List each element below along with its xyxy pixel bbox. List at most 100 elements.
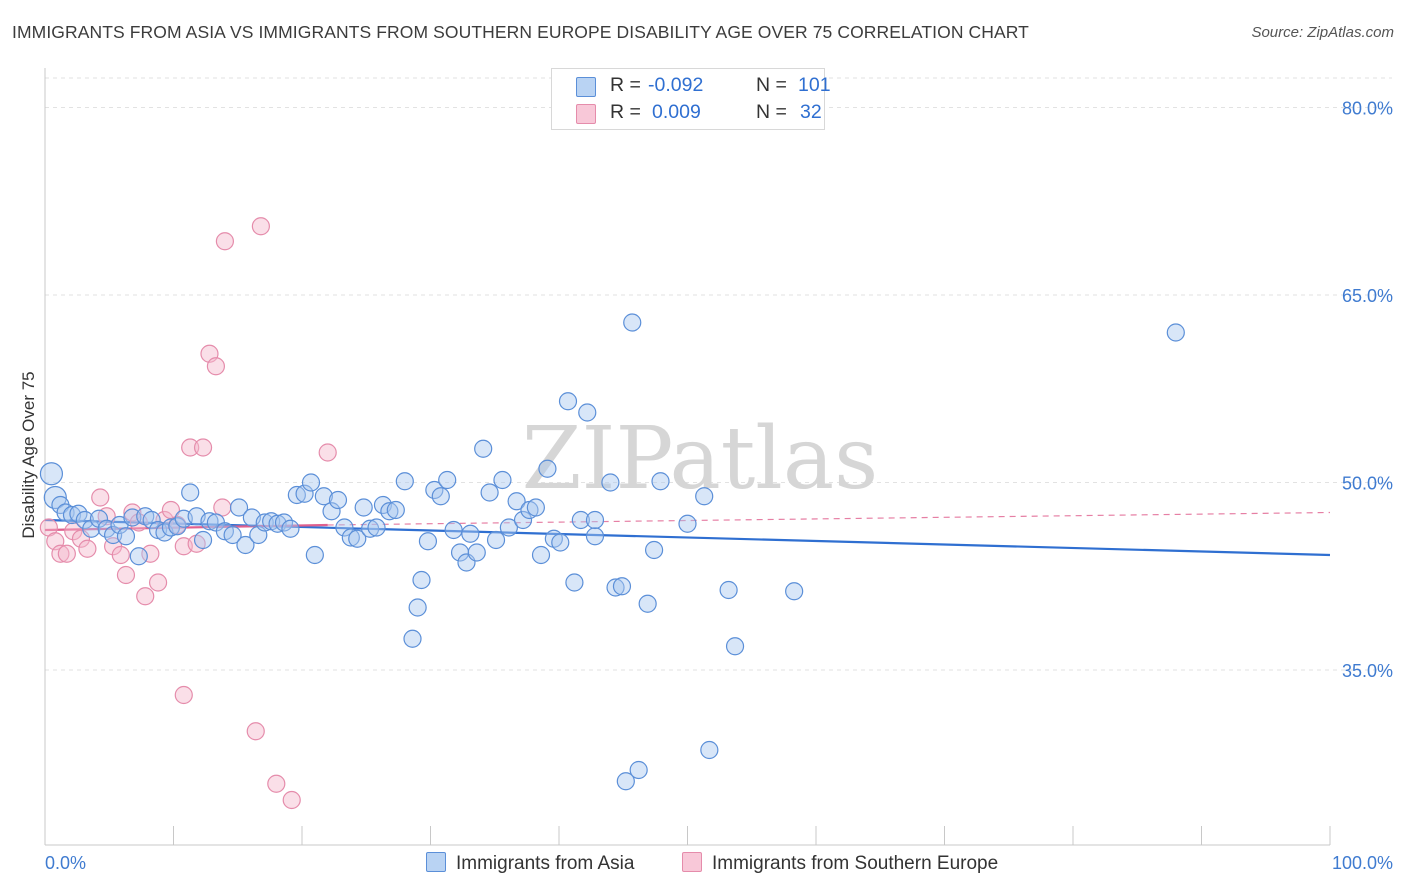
data-point-asia (695, 487, 714, 506)
bottom-legend-asia: Immigrants from Asia (426, 852, 634, 875)
data-point-asia (403, 629, 422, 648)
data-point-asia (89, 509, 109, 528)
data-point-asia (123, 508, 142, 527)
data-point-southern-europe (136, 587, 155, 606)
data-point-asia (719, 580, 738, 600)
y-axis-title: Disability Age Over 75 (19, 371, 38, 538)
data-point-asia (616, 772, 635, 791)
data-point-asia (418, 532, 438, 551)
data-point-asia (725, 637, 745, 656)
legend-n-label: N = (756, 101, 787, 123)
data-point-asia (651, 472, 670, 491)
data-point-asia (578, 403, 597, 422)
axis-labels: 35.0% 50.0% 65.0% 80.0% 0.0% 100.0% Disability… (19, 99, 1393, 874)
data-point-southern-europe (148, 573, 168, 592)
data-point-asia (638, 594, 657, 613)
data-point-asia (538, 459, 557, 478)
data-point-asia (644, 540, 664, 560)
correlation-legend: R = -0.092 N = 101 R = 0.009 N = 32 (551, 68, 831, 130)
data-point-asia (499, 518, 518, 537)
data-point-asia (39, 462, 64, 486)
data-point-asia (193, 530, 213, 550)
bottom-legend-southern-europe: Immigrants from Southern Europe (682, 852, 998, 875)
data-point-asia (200, 512, 219, 531)
data-point-southern-europe (206, 357, 226, 376)
data-point-asia (531, 545, 551, 565)
data-point-asia (1166, 323, 1185, 342)
legend-n-label: N = (756, 74, 787, 96)
data-point-asia (606, 578, 625, 597)
data-point-asia (467, 543, 486, 562)
x-tick-label-min: 0.0% (45, 853, 86, 873)
y-tick-label: 65.0% (1342, 286, 1393, 306)
data-point-asia (601, 473, 620, 492)
data-point-asia (168, 517, 187, 536)
data-point-asia (287, 485, 306, 505)
data-point-southern-europe (251, 217, 270, 236)
legend-swatch-asia (576, 77, 596, 97)
bottom-legend-label-southern-europe: Immigrants from Southern Europe (712, 853, 999, 874)
data-point-asia (585, 527, 605, 546)
data-point-asia (104, 525, 123, 545)
data-point-asia (700, 740, 719, 760)
data-point-asia (623, 313, 642, 332)
trend-line-southern-europe-extended (327, 511, 1331, 526)
data-point-asia (116, 527, 136, 546)
data-point-asia (461, 524, 480, 543)
data-point-asia (305, 545, 324, 565)
legend-r-label: R = (610, 74, 641, 96)
data-point-asia (295, 484, 314, 503)
data-point-asia (367, 518, 386, 537)
data-point-asia (629, 760, 648, 780)
y-tick-label: 80.0% (1342, 99, 1393, 119)
data-point-asia (322, 502, 341, 521)
data-point-asia (236, 535, 255, 555)
legend-n-value-asia: 101 (798, 74, 831, 96)
data-point-asia (281, 519, 300, 538)
data-point-southern-europe (318, 443, 337, 462)
data-point-asia (301, 473, 321, 492)
data-point-asia (526, 498, 545, 517)
data-point-asia (142, 510, 161, 530)
axes (44, 68, 1331, 846)
data-point-southern-europe (181, 438, 200, 457)
data-point-asia (161, 518, 181, 537)
data-point-asia (229, 498, 249, 517)
data-point-asia (431, 487, 450, 506)
data-point-asia (678, 514, 697, 533)
data-point-asia (361, 519, 380, 538)
data-point-asia (348, 529, 367, 548)
source-label: Source: ZipAtlas.com (1251, 24, 1394, 41)
data-point-asia (785, 582, 804, 601)
data-point-asia (129, 547, 148, 566)
y-tick-label: 35.0% (1342, 661, 1393, 681)
data-point-southern-europe (111, 545, 130, 565)
data-point-asia (612, 577, 632, 596)
data-point-southern-europe (267, 774, 286, 793)
data-point-asia (328, 490, 348, 510)
legend-r-value-asia: -0.092 (648, 74, 704, 96)
data-point-asia (395, 472, 414, 491)
data-point-asia (513, 510, 533, 530)
data-point-asia (412, 570, 431, 590)
data-point-asia (551, 533, 570, 552)
data-point-asia (82, 519, 101, 538)
data-point-asia (380, 502, 399, 521)
data-point-southern-europe (116, 565, 136, 585)
data-point-southern-europe (174, 685, 193, 705)
data-point-asia (474, 439, 493, 458)
legend-r-label: R = (610, 101, 641, 123)
data-point-southern-europe (282, 790, 301, 810)
data-point-southern-europe (78, 539, 97, 558)
data-point-asia (341, 528, 360, 547)
bottom-swatch-southern-europe (682, 852, 702, 872)
data-point-asia (444, 520, 463, 540)
legend-r-value-southern-europe: 0.009 (652, 101, 701, 123)
series-southern-europe (39, 217, 337, 810)
data-point-asia (354, 498, 373, 517)
data-point-asia (486, 530, 506, 550)
data-point-asia (223, 525, 242, 545)
data-point-southern-europe (64, 522, 83, 541)
data-point-southern-europe (215, 232, 234, 251)
